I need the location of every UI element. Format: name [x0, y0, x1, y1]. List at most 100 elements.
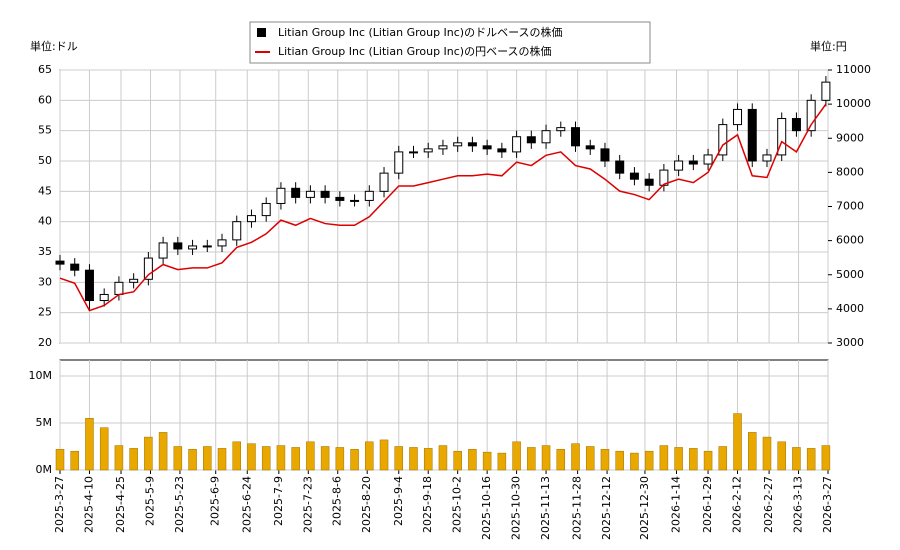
- volume-bar: [394, 446, 404, 471]
- y2-tick-label: 6000: [836, 234, 864, 247]
- candle-body: [99, 293, 109, 302]
- x-tick-label: 2025-8-6: [331, 476, 344, 526]
- candle-body: [84, 269, 94, 302]
- y-tick-label: 20: [38, 336, 52, 349]
- candle-body: [158, 242, 168, 259]
- volume-bar: [792, 447, 801, 471]
- volume-bar: [144, 436, 153, 471]
- candle-body: [526, 136, 536, 144]
- candle-body: [600, 148, 610, 162]
- candle-body: [821, 81, 831, 101]
- x-tick-label: 2025-11-13: [539, 476, 552, 540]
- volume-bar: [320, 446, 330, 471]
- candle-body: [335, 196, 345, 201]
- y-tick-label: 0M: [36, 463, 53, 476]
- volume-bar: [659, 445, 669, 471]
- volume-bar: [585, 446, 595, 471]
- y2-tick-label: 7000: [836, 200, 864, 213]
- candle-body: [674, 160, 684, 171]
- x-tick-label: 2026-3-27: [821, 476, 834, 533]
- volume-bar: [70, 450, 79, 471]
- candle-body: [629, 172, 639, 180]
- y-tick-label: 10M: [29, 369, 53, 382]
- x-tick-label: 2025-10-2: [451, 476, 464, 533]
- volume-bar: [409, 447, 418, 471]
- candle-body: [408, 151, 418, 154]
- volume-bar: [173, 446, 183, 471]
- y-tick-label: 25: [38, 306, 52, 319]
- volume-bar: [748, 432, 757, 471]
- y2-tick-label: 8000: [836, 165, 864, 178]
- candle-body: [70, 263, 80, 271]
- volume-bar: [217, 448, 227, 471]
- candle-body: [585, 145, 595, 150]
- candle-body: [261, 202, 271, 217]
- legend-swatch: [257, 28, 266, 37]
- volume-bar: [365, 441, 374, 471]
- volume-bar: [85, 418, 94, 471]
- y2-tick-label: 3000: [836, 336, 864, 349]
- volume-bar: [468, 449, 477, 471]
- y-tick-label: 45: [38, 184, 52, 197]
- x-tick-label: 2025-10-16: [480, 476, 493, 540]
- candle-body: [114, 281, 124, 295]
- volume-bar: [718, 446, 728, 471]
- volume-bar: [129, 448, 138, 471]
- volume-bar: [438, 445, 448, 471]
- candle-body: [350, 199, 360, 202]
- volume-bar: [335, 447, 345, 471]
- unit-label: 単位:ドル: [30, 39, 78, 53]
- x-tick-label: 2025-3-27: [53, 476, 66, 533]
- volume-bar: [276, 445, 286, 471]
- x-tick-label: 2025-7-9: [272, 476, 285, 526]
- volume-bar: [512, 441, 521, 471]
- candle-body: [688, 160, 698, 165]
- x-tick-label: 2025-4-10: [82, 476, 95, 533]
- x-tick-label: 2025-8-20: [360, 476, 373, 533]
- volume-bar: [306, 441, 315, 471]
- y-tick-label: 5M: [36, 416, 53, 429]
- volume-bar: [615, 450, 624, 471]
- x-tick-label: 2025-9-18: [421, 476, 434, 533]
- x-tick-label: 2025-5-9: [143, 476, 156, 526]
- y2-tick-label: 4000: [836, 302, 864, 315]
- candle-body: [291, 187, 301, 198]
- volume-bar: [99, 427, 109, 471]
- candle-body: [364, 190, 374, 201]
- candle-body: [129, 278, 139, 283]
- x-tick-label: 2025-4-25: [114, 476, 127, 533]
- candle-body: [173, 242, 183, 250]
- volume-bar: [291, 447, 300, 471]
- y2-tick-label: 9000: [836, 131, 864, 144]
- x-tick-label: 2025-12-30: [638, 476, 651, 540]
- candle-body: [202, 245, 212, 248]
- candle-body: [512, 136, 522, 153]
- volume-bar: [379, 439, 389, 471]
- candle-body: [482, 145, 492, 150]
- volume-bar: [55, 449, 65, 471]
- volume-bar: [158, 432, 168, 471]
- volume-bar: [733, 413, 742, 471]
- candle-body: [394, 151, 404, 174]
- x-tick-label: 2025-12-12: [600, 476, 613, 540]
- candle-body: [497, 148, 507, 153]
- volume-bar: [203, 446, 212, 471]
- volume-bar: [556, 449, 566, 471]
- volume-bar: [806, 448, 816, 471]
- y-tick-label: 35: [38, 245, 52, 258]
- plot-layer: 2025-3-27 2025-4-10 2025-4-25 2025-5-9 2025-…: [29, 63, 872, 540]
- y-tick-label: 65: [38, 63, 52, 76]
- unit-label-right: 単位:円: [810, 39, 847, 53]
- x-tick-label: 2025-9-4: [392, 476, 405, 526]
- candle-body: [320, 190, 330, 198]
- candle-body: [762, 154, 772, 162]
- candle-body: [453, 142, 463, 147]
- candle-body: [556, 127, 566, 132]
- candle-body: [276, 187, 286, 204]
- y-tick-label: 50: [38, 154, 52, 167]
- candle-body: [644, 178, 654, 186]
- candle-body: [806, 99, 816, 132]
- x-tick-label: 2025-6-24: [240, 476, 253, 533]
- volume-bar: [777, 441, 786, 471]
- candle-body: [438, 145, 448, 150]
